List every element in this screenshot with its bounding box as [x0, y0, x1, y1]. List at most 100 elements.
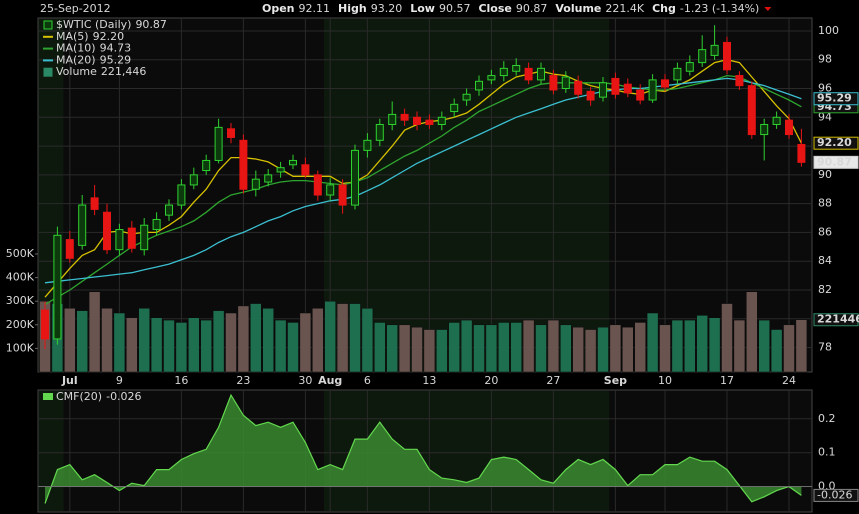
header: 25-Sep-2012 Open 92.11 High 93.20 Low 90.57 Cl… — [40, 2, 772, 15]
candle-body — [189, 174, 198, 186]
volume-bar — [498, 322, 510, 373]
volume-bar — [287, 322, 299, 373]
candle-body — [313, 174, 322, 196]
candle-body — [499, 67, 508, 77]
y-tick-label: 84 — [818, 254, 832, 267]
candle-body — [698, 49, 707, 64]
candle-body — [636, 89, 645, 101]
volume-tick-label: 500K — [6, 247, 35, 260]
candle-body — [202, 159, 211, 172]
month-shade — [39, 391, 64, 511]
volume-bar — [609, 324, 622, 373]
quote-value: 221.4K — [605, 2, 644, 15]
x-tick-label: 6 — [364, 374, 371, 387]
volume-bar — [770, 329, 783, 373]
volume-bar — [783, 324, 795, 373]
volume-bar — [374, 322, 386, 373]
x-tick-label: Jul — [61, 374, 78, 387]
x-tick-label: Aug — [318, 374, 342, 387]
candle-body — [214, 126, 223, 161]
volume-tick-label: 200K — [6, 318, 35, 331]
candle-body — [239, 139, 248, 190]
candle-body — [437, 116, 446, 125]
candle-body — [747, 85, 756, 136]
volume-bar — [386, 324, 398, 373]
moving-average — [44, 74, 802, 305]
volume-bar — [423, 329, 436, 373]
candle-body — [227, 128, 235, 138]
x-tick-label: 10 — [658, 374, 672, 387]
legend-icon — [43, 20, 53, 30]
volume-bar — [411, 326, 423, 373]
volume-bar — [324, 300, 336, 373]
volume-bar — [510, 322, 522, 373]
down-arrow — [764, 7, 772, 11]
legend-icon — [43, 67, 53, 77]
x-tick-label: 30 — [298, 374, 312, 387]
candle-body — [301, 164, 310, 176]
volume-bar — [299, 312, 312, 373]
volume-bar — [349, 303, 361, 373]
volume-bar — [188, 317, 200, 373]
candle-body — [375, 123, 384, 141]
volume-bar — [560, 324, 572, 373]
candle-body — [574, 80, 583, 95]
candle-body — [152, 218, 161, 231]
volume-bar — [163, 319, 175, 373]
volume-bar — [622, 326, 634, 373]
volume-bar — [634, 322, 646, 373]
volume-bar — [262, 308, 274, 373]
volume-bar — [721, 303, 733, 373]
volume-bar — [64, 308, 76, 373]
volume-bar — [671, 319, 684, 373]
candle-body — [599, 82, 607, 98]
candle-body — [661, 79, 669, 88]
x-tick-label: 27 — [546, 374, 560, 387]
volume-bar — [436, 329, 448, 373]
volume-bar — [460, 319, 473, 373]
y-tick-label: 90 — [818, 168, 832, 181]
candle-body — [723, 41, 731, 71]
legend-entry: MA(10) — [56, 42, 96, 55]
last-value-box — [813, 313, 859, 327]
last-value: 95.29 — [817, 92, 852, 105]
volume-bar — [138, 308, 150, 373]
candle-body — [487, 75, 496, 81]
y-tick-label: 94 — [818, 110, 832, 123]
candle-body — [388, 113, 397, 125]
candle-body — [400, 113, 409, 121]
volume-bar — [150, 317, 163, 373]
candle-body — [363, 139, 372, 151]
quote-label: Volume — [555, 2, 601, 15]
x-tick-label: 13 — [422, 374, 436, 387]
legend-value: 94.73 — [100, 42, 132, 55]
volume-bar — [126, 317, 138, 373]
volume-bar — [336, 303, 349, 373]
y-tick-label: 88 — [818, 197, 832, 210]
candle-body — [103, 211, 111, 251]
candle-body — [251, 178, 260, 190]
volume-bar — [88, 291, 101, 373]
y-tick-label: 96 — [818, 82, 832, 95]
candle-body — [797, 143, 806, 163]
candle-body — [462, 93, 471, 101]
volume-bar — [212, 310, 225, 373]
last-value-box — [813, 155, 859, 169]
volume-bar — [535, 324, 547, 373]
candle-body — [177, 184, 186, 206]
candle-body — [475, 80, 483, 91]
volume-bar — [175, 322, 188, 373]
quote-label: High — [338, 2, 367, 15]
y-tick-label: 98 — [818, 53, 832, 66]
legend-value: -0.026 — [106, 390, 141, 403]
candle-body — [90, 197, 99, 210]
candle-body — [735, 75, 744, 87]
quote-label: Open — [262, 2, 295, 15]
candle-body — [78, 204, 87, 246]
volume-bar — [485, 324, 498, 373]
candle-body — [289, 159, 297, 166]
quote-label: Close — [478, 2, 511, 15]
legend-value: 92.20 — [93, 30, 125, 43]
last-value: -0.026 — [817, 488, 852, 501]
